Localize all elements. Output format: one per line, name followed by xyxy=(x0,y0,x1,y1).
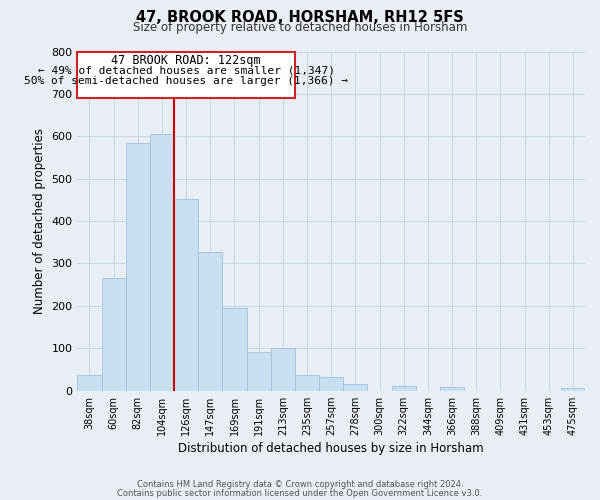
Text: 50% of semi-detached houses are larger (1,366) →: 50% of semi-detached houses are larger (… xyxy=(24,76,348,86)
Bar xyxy=(319,377,343,390)
Text: Size of property relative to detached houses in Horsham: Size of property relative to detached ho… xyxy=(133,22,467,35)
Bar xyxy=(440,388,464,390)
Bar xyxy=(150,134,174,390)
Bar xyxy=(174,198,198,390)
Bar xyxy=(343,384,367,390)
FancyBboxPatch shape xyxy=(77,52,295,98)
Bar xyxy=(561,388,585,390)
Bar xyxy=(101,278,126,390)
Bar xyxy=(392,386,416,390)
Bar xyxy=(223,308,247,390)
Bar xyxy=(271,348,295,391)
Bar xyxy=(247,352,271,391)
Text: 47, BROOK ROAD, HORSHAM, RH12 5FS: 47, BROOK ROAD, HORSHAM, RH12 5FS xyxy=(136,10,464,25)
Text: Contains HM Land Registry data © Crown copyright and database right 2024.: Contains HM Land Registry data © Crown c… xyxy=(137,480,463,489)
Text: ← 49% of detached houses are smaller (1,347): ← 49% of detached houses are smaller (1,… xyxy=(38,66,335,76)
Y-axis label: Number of detached properties: Number of detached properties xyxy=(33,128,46,314)
Bar xyxy=(198,252,223,390)
X-axis label: Distribution of detached houses by size in Horsham: Distribution of detached houses by size … xyxy=(178,442,484,455)
Text: Contains public sector information licensed under the Open Government Licence v3: Contains public sector information licen… xyxy=(118,488,482,498)
Bar xyxy=(126,142,150,390)
Text: 47 BROOK ROAD: 122sqm: 47 BROOK ROAD: 122sqm xyxy=(112,54,261,68)
Bar xyxy=(77,374,101,390)
Bar xyxy=(295,374,319,390)
